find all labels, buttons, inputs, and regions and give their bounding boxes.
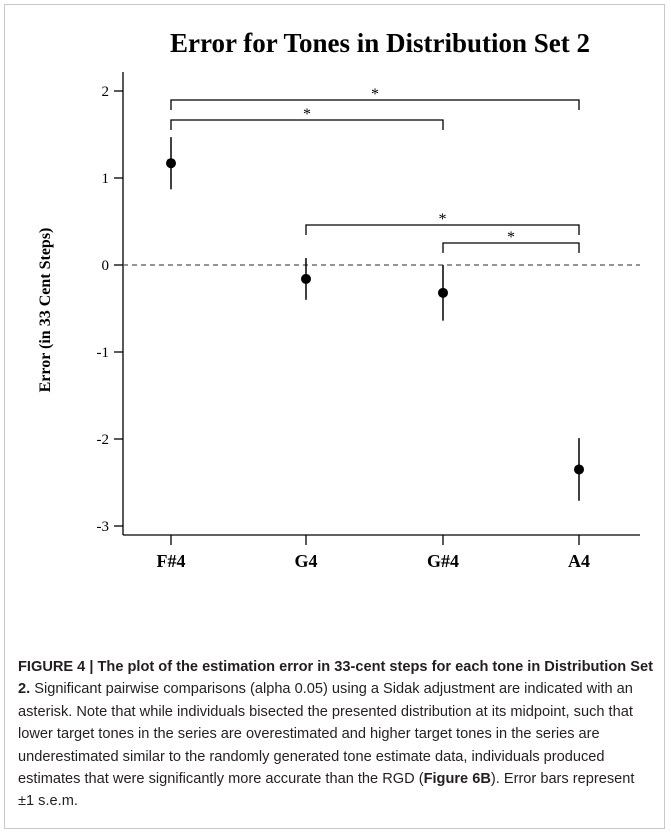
caption-text-after: ). Error bars represent ±1 s.e.m. <box>18 771 635 810</box>
y-tick-label: -3 <box>97 519 110 535</box>
x-tick-label: G4 <box>294 551 317 571</box>
caption-label: FIGURE 4 | The plot of the estimation er… <box>18 659 653 698</box>
plot-area: 2 1 0 -1 -2 -3 F#4 G4 G#4 A4 * * * * <box>97 72 640 571</box>
y-tick-label: -2 <box>97 432 110 448</box>
significance-bracket <box>442 242 580 253</box>
data-point <box>438 287 448 298</box>
significance-bracket <box>305 224 580 235</box>
y-axis-label: Error (in 33 Cent Steps) <box>37 228 54 393</box>
y-tick-label: 1 <box>102 171 110 187</box>
significance-asterisk: * <box>371 86 379 103</box>
caption-figure-ref: Figure 6B <box>423 771 491 788</box>
y-tick-label: 2 <box>102 84 110 100</box>
y-tick-label: -1 <box>97 345 110 361</box>
significance-bracket <box>170 99 580 110</box>
data-point <box>166 158 176 169</box>
significance-asterisk: * <box>439 211 447 228</box>
data-point <box>301 273 311 284</box>
figure-frame <box>4 4 665 829</box>
chart-title: Error for Tones in Distribution Set 2 <box>170 28 590 58</box>
caption-text-before: Significant pairwise comparisons (alpha … <box>18 681 633 788</box>
x-tick-label: G#4 <box>427 551 459 571</box>
chart: Error for Tones in Distribution Set 2 Er… <box>37 28 640 571</box>
significance-asterisk: * <box>303 106 311 123</box>
x-tick-label: A4 <box>568 551 590 571</box>
significance-bracket <box>170 119 444 130</box>
x-tick-label: F#4 <box>157 551 186 571</box>
figure-caption: FIGURE 4 | The plot of the estimation er… <box>18 656 654 813</box>
y-tick-label: 0 <box>102 258 110 274</box>
data-point <box>574 464 584 475</box>
significance-asterisk: * <box>507 229 515 246</box>
